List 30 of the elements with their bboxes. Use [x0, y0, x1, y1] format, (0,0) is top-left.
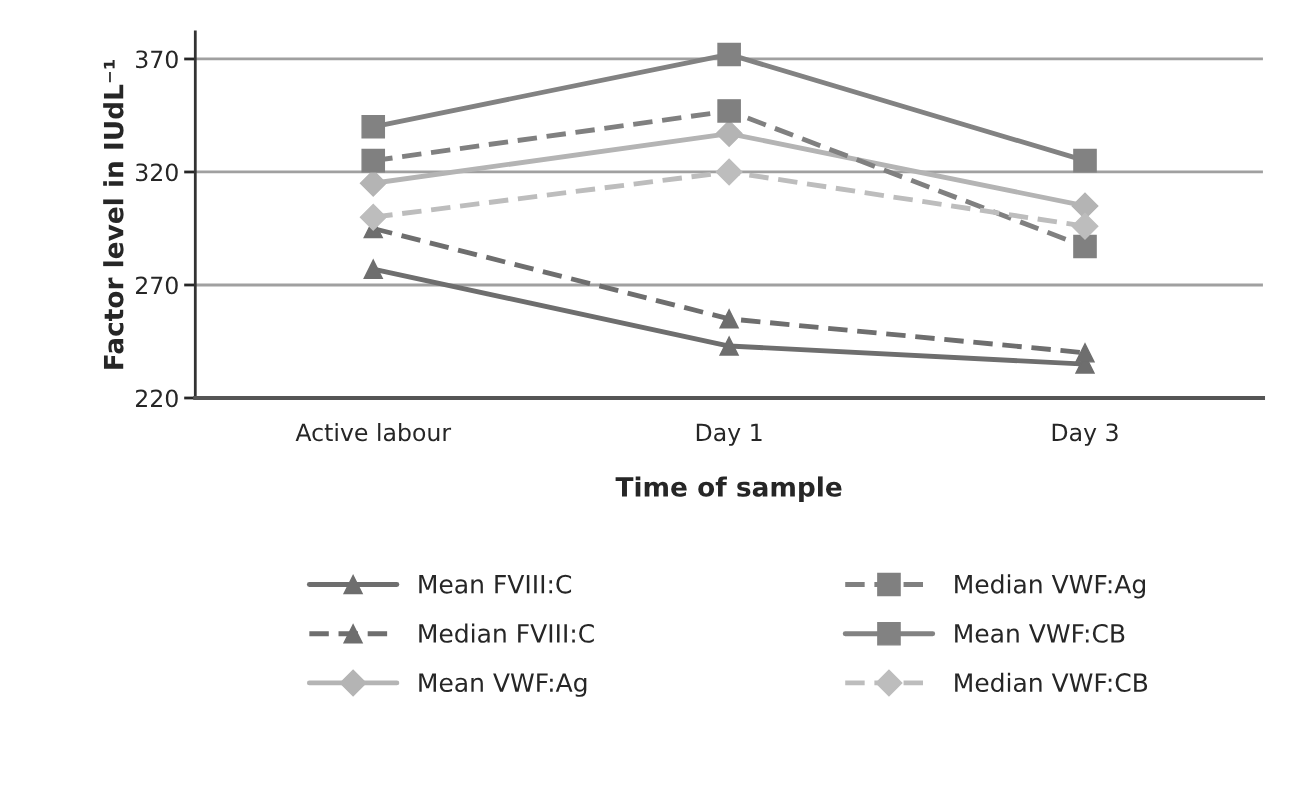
y-axis-title: Factor level in IUdL⁻¹ — [103, 60, 124, 369]
legend-label: Median VWF:Ag — [955, 574, 1145, 599]
legend-label: Mean FVIII:C — [419, 574, 572, 594]
point — [363, 259, 383, 279]
x-tick-label: Day 3 — [1052, 423, 1118, 446]
x-tick-label: Active labour — [295, 423, 452, 442]
x-axis-title: Time of sample — [615, 476, 842, 502]
point — [361, 114, 386, 139]
point — [1071, 212, 1099, 240]
point — [1075, 343, 1095, 363]
legend-label: Mean VWF:CB — [955, 623, 1125, 643]
point — [359, 203, 387, 231]
y-tick-label: 320 — [136, 163, 178, 182]
point — [715, 158, 743, 186]
legend-label: Median FVIII:C — [419, 623, 594, 643]
point — [359, 169, 387, 197]
legend-label: Median VWF:CB — [955, 672, 1148, 693]
point — [1073, 234, 1097, 259]
x-tick-label: Day 1 — [696, 423, 762, 446]
legend-label: Mean VWF:Ag — [419, 673, 587, 697]
y-tick-label: 220 — [135, 389, 178, 408]
point — [717, 99, 741, 123]
point — [715, 120, 743, 148]
point — [361, 148, 386, 173]
point — [717, 42, 741, 67]
y-tick-label: 270 — [135, 276, 178, 295]
y-tick-label: 370 — [136, 50, 178, 69]
point — [1073, 148, 1097, 173]
point — [719, 336, 739, 356]
point — [719, 309, 739, 329]
